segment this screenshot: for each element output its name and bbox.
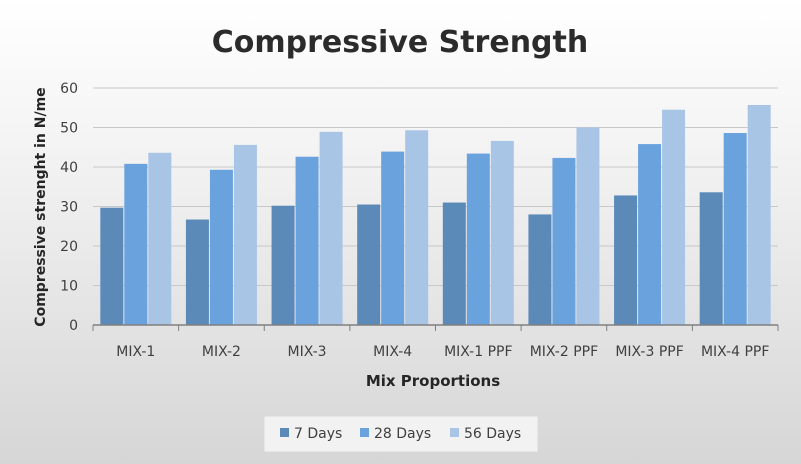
series-1 <box>124 133 747 325</box>
bar <box>466 153 490 325</box>
y-tick-label: 20 <box>60 239 78 255</box>
bar <box>381 151 405 325</box>
series-2 <box>148 104 771 325</box>
y-tick-label: 40 <box>60 160 78 176</box>
bar <box>100 207 124 325</box>
x-category-label: MIX-2 <box>202 344 241 360</box>
y-tick-label: 10 <box>60 279 78 295</box>
bar <box>405 130 429 325</box>
y-tick-label: 30 <box>60 200 78 216</box>
bar <box>528 214 552 325</box>
chart-title: Compressive Strength <box>212 25 588 60</box>
x-category-label: MIX-3 <box>288 344 327 360</box>
y-tick-label: 0 <box>69 318 78 334</box>
bar <box>271 205 295 325</box>
bar <box>614 195 638 325</box>
x-axis <box>92 324 779 331</box>
legend-label: 7 Days <box>294 426 342 442</box>
bar <box>319 131 343 325</box>
bar <box>209 169 233 325</box>
x-category-label: MIX-1 PPF <box>444 344 512 360</box>
y-axis-ticks: 0 10 20 30 40 50 60 <box>60 81 78 334</box>
series-0 <box>100 192 723 325</box>
bar <box>233 144 257 325</box>
bar <box>148 152 172 325</box>
bar <box>638 144 662 325</box>
legend-swatch <box>280 428 289 437</box>
x-category-label: MIX-4 <box>373 344 412 360</box>
x-axis-categories: MIX-1 MIX-2 MIX-3 MIX-4 MIX-1 PPF MIX-2 PPF MI… <box>116 344 769 360</box>
x-category-label: MIX-3 PPF <box>615 344 683 360</box>
bar <box>662 109 686 325</box>
legend-swatch <box>450 428 459 437</box>
legend-box <box>263 415 539 453</box>
legend: 7 Days 28 Days 56 Days <box>263 415 539 453</box>
legend-label: 56 Days <box>464 426 521 442</box>
x-category-label: MIX-2 PPF <box>530 344 598 360</box>
y-tick-label: 60 <box>60 81 78 97</box>
x-axis-title: Mix Proportions <box>366 372 500 390</box>
bar <box>185 219 209 325</box>
bar <box>699 192 723 325</box>
bar-series <box>100 104 771 325</box>
bar <box>576 127 600 325</box>
bar <box>357 204 381 325</box>
bar <box>747 104 771 325</box>
x-category-label: MIX-1 <box>116 344 155 360</box>
bar <box>124 163 148 325</box>
y-tick-label: 50 <box>60 121 78 137</box>
y-axis-title: Compressive strenght in N/me <box>33 87 49 326</box>
bar <box>552 157 576 325</box>
bar <box>295 156 319 325</box>
bar <box>723 133 747 325</box>
bar <box>442 202 466 325</box>
legend-swatch <box>360 428 369 437</box>
bar <box>490 140 514 325</box>
legend-label: 28 Days <box>374 426 431 442</box>
x-category-label: MIX-4 PPF <box>701 344 769 360</box>
